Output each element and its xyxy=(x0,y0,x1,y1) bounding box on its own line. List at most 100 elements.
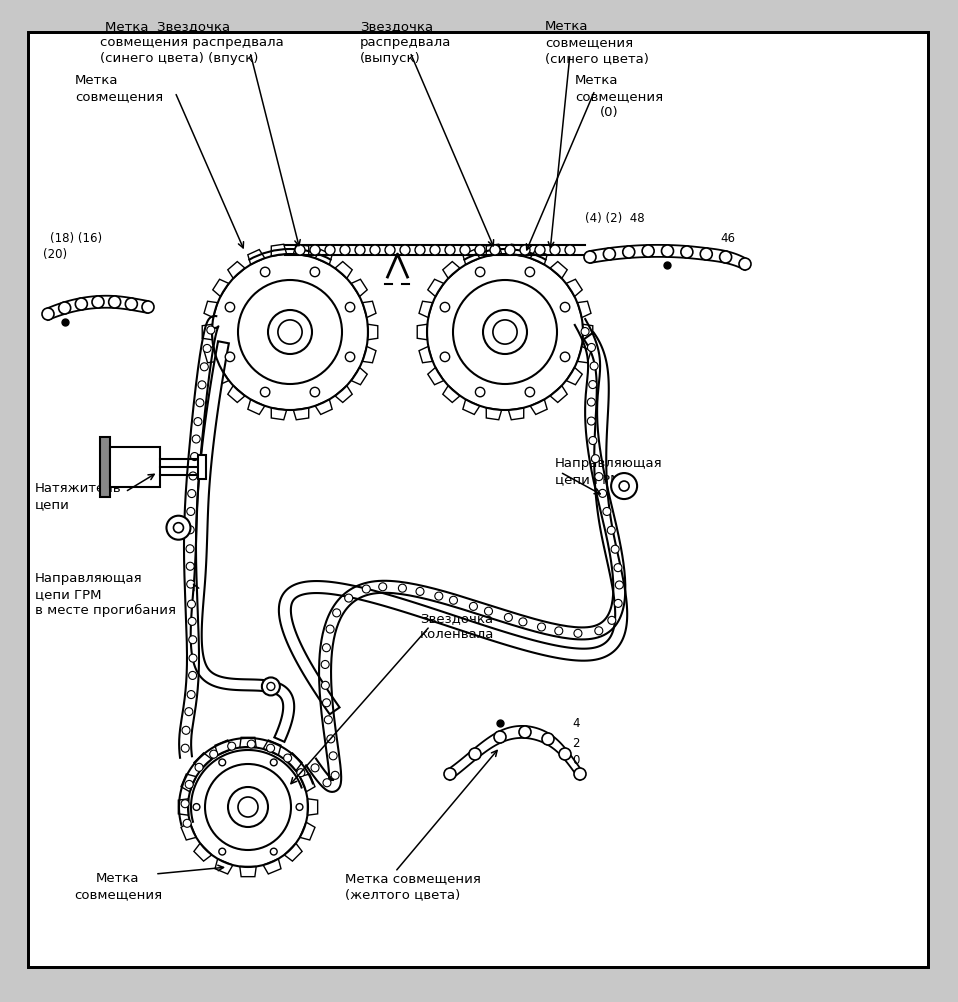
Circle shape xyxy=(520,245,530,255)
Circle shape xyxy=(167,516,191,540)
Circle shape xyxy=(261,268,270,277)
Circle shape xyxy=(327,734,334,742)
Polygon shape xyxy=(566,368,582,385)
Polygon shape xyxy=(263,740,281,756)
Text: Метка: Метка xyxy=(545,20,588,33)
Circle shape xyxy=(614,599,622,607)
Circle shape xyxy=(270,759,277,766)
Polygon shape xyxy=(582,325,593,340)
Circle shape xyxy=(267,682,275,690)
Circle shape xyxy=(189,654,197,662)
Polygon shape xyxy=(335,262,353,279)
Polygon shape xyxy=(368,325,377,340)
Circle shape xyxy=(321,681,330,689)
Circle shape xyxy=(181,800,189,808)
Circle shape xyxy=(435,592,443,600)
Circle shape xyxy=(323,779,331,787)
Polygon shape xyxy=(443,262,460,279)
Text: Метка совмещения: Метка совмещения xyxy=(345,872,481,885)
Circle shape xyxy=(475,268,485,277)
Circle shape xyxy=(297,769,305,777)
Text: Направляющая: Направляющая xyxy=(35,572,143,585)
Circle shape xyxy=(188,600,195,608)
Text: совмещения распредвала: совмещения распредвала xyxy=(100,36,284,49)
Polygon shape xyxy=(300,823,315,840)
Polygon shape xyxy=(487,244,502,257)
Text: совмещения: совмещения xyxy=(74,888,162,901)
Text: совмещения: совмещения xyxy=(545,36,633,49)
Circle shape xyxy=(415,245,425,255)
Circle shape xyxy=(181,744,190,753)
Circle shape xyxy=(565,245,575,255)
Circle shape xyxy=(560,303,570,312)
Text: Звездочка: Звездочка xyxy=(360,20,433,33)
Polygon shape xyxy=(351,280,367,297)
Circle shape xyxy=(591,455,600,463)
Circle shape xyxy=(559,748,571,760)
Polygon shape xyxy=(204,302,217,318)
Circle shape xyxy=(614,564,622,572)
Polygon shape xyxy=(463,400,480,415)
Circle shape xyxy=(278,320,302,344)
Circle shape xyxy=(595,627,603,635)
Text: (выпуск): (выпуск) xyxy=(360,52,421,65)
Circle shape xyxy=(270,849,277,855)
Polygon shape xyxy=(215,859,233,874)
Circle shape xyxy=(196,399,204,407)
Circle shape xyxy=(595,473,603,481)
Circle shape xyxy=(469,602,477,610)
Circle shape xyxy=(125,298,137,310)
Bar xyxy=(198,455,206,479)
Circle shape xyxy=(345,303,354,312)
Circle shape xyxy=(58,302,71,314)
Circle shape xyxy=(494,731,506,743)
Polygon shape xyxy=(263,859,281,874)
Circle shape xyxy=(441,303,449,312)
Circle shape xyxy=(332,609,341,617)
Circle shape xyxy=(310,388,320,397)
Circle shape xyxy=(173,523,184,533)
Polygon shape xyxy=(240,737,256,747)
Circle shape xyxy=(355,245,365,255)
Text: коленвала: коленвала xyxy=(420,628,494,641)
Polygon shape xyxy=(194,844,212,861)
Text: (4) (2)  48: (4) (2) 48 xyxy=(585,212,645,225)
Text: 0: 0 xyxy=(572,754,580,767)
Circle shape xyxy=(444,768,456,780)
Circle shape xyxy=(266,744,275,753)
Circle shape xyxy=(555,627,562,635)
Circle shape xyxy=(582,328,589,336)
Circle shape xyxy=(261,388,270,397)
Circle shape xyxy=(469,748,481,760)
Circle shape xyxy=(189,671,196,679)
Circle shape xyxy=(218,759,226,766)
Circle shape xyxy=(400,245,410,255)
Circle shape xyxy=(185,707,193,715)
Circle shape xyxy=(340,245,350,255)
Circle shape xyxy=(186,526,194,534)
Circle shape xyxy=(445,245,455,255)
Circle shape xyxy=(189,635,196,643)
Circle shape xyxy=(188,617,196,625)
Circle shape xyxy=(587,344,596,352)
Circle shape xyxy=(323,643,331,651)
Circle shape xyxy=(194,418,202,426)
Polygon shape xyxy=(463,249,480,265)
Text: Натяжитель: Натяжитель xyxy=(35,482,122,495)
Circle shape xyxy=(739,258,751,270)
Circle shape xyxy=(247,740,255,748)
Circle shape xyxy=(599,489,606,497)
Text: 4: 4 xyxy=(572,717,580,730)
Polygon shape xyxy=(279,333,627,714)
Polygon shape xyxy=(308,799,318,816)
Text: (0): (0) xyxy=(600,106,619,119)
Circle shape xyxy=(504,613,513,621)
Circle shape xyxy=(323,698,331,706)
Polygon shape xyxy=(578,302,591,318)
Text: цепи ГРМ: цепи ГРМ xyxy=(555,473,622,486)
Circle shape xyxy=(325,245,335,255)
Circle shape xyxy=(185,781,194,789)
Polygon shape xyxy=(418,325,427,340)
Circle shape xyxy=(262,677,280,695)
Polygon shape xyxy=(578,347,591,363)
